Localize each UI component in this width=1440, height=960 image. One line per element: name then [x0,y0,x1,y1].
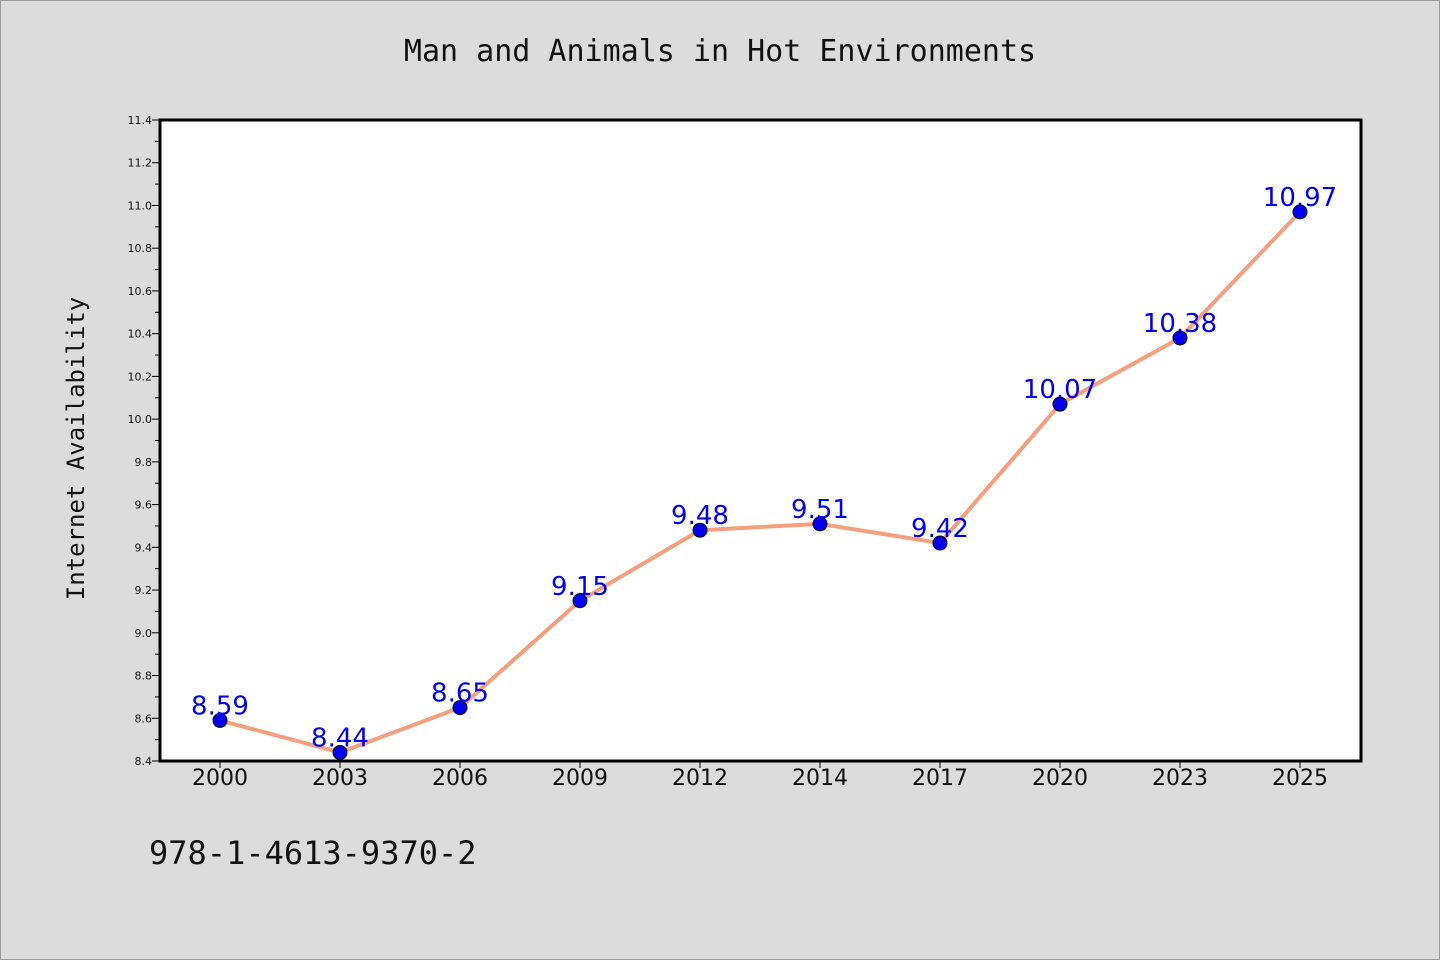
x-tick-label: 2020 [1032,766,1088,791]
data-label: 10.97 [1263,183,1337,213]
y-axis-label: Internet Availability [62,297,90,600]
data-label: 10.38 [1143,309,1217,339]
data-point [1172,330,1188,346]
data-label: 9.48 [671,501,729,531]
data-label: 8.59 [191,691,249,721]
y-tick-label: 9.0 [135,627,153,640]
y-tick-label: 8.8 [135,670,153,683]
data-point [332,744,348,760]
x-tick-label: 2003 [312,766,368,791]
y-tick-label: 11.4 [128,114,153,127]
y-tick-label: 10.6 [128,285,153,298]
plot-area [158,118,1363,763]
isbn-text: 978-1-4613-9370-2 [149,834,477,872]
x-tick-label: 2014 [792,766,848,791]
data-point [572,593,588,609]
data-point [692,522,708,538]
data-label: 10.07 [1023,375,1097,405]
y-tick-label: 10.0 [128,413,153,426]
x-tick-label: 2009 [552,766,608,791]
y-tick-label: 8.4 [135,755,153,768]
x-tick-label: 2017 [912,766,968,791]
y-tick-label: 8.6 [135,712,153,725]
data-label: 9.42 [911,514,969,544]
y-tick-label: 9.8 [135,456,153,469]
y-tick-label: 11.2 [128,157,153,170]
y-tick-label: 11.0 [128,199,153,212]
data-point [812,516,828,532]
x-tick-label: 2023 [1152,766,1208,791]
data-point [212,712,228,728]
data-label: 8.65 [431,679,489,709]
x-tick-label: 2012 [672,766,728,791]
y-tick-label: 10.8 [128,242,153,255]
data-label: 9.51 [791,495,849,525]
y-tick-label: 9.6 [135,499,153,512]
x-tick-label: 2025 [1272,766,1328,791]
data-point [1052,396,1068,412]
y-tick-label: 10.2 [128,370,153,383]
data-label: 9.15 [551,572,609,602]
series-line [219,210,1302,755]
data-label: 8.44 [311,723,369,753]
x-tick-label: 2000 [192,766,248,791]
data-point [932,535,948,551]
data-point [452,700,468,716]
y-tick-label: 9.2 [135,584,153,597]
chart-title: Man and Animals in Hot Environments [403,34,1037,69]
x-tick-label: 2006 [432,766,488,791]
y-tick-label: 9.4 [135,541,153,554]
y-tick-label: 10.4 [128,328,153,341]
data-point [1292,204,1308,220]
